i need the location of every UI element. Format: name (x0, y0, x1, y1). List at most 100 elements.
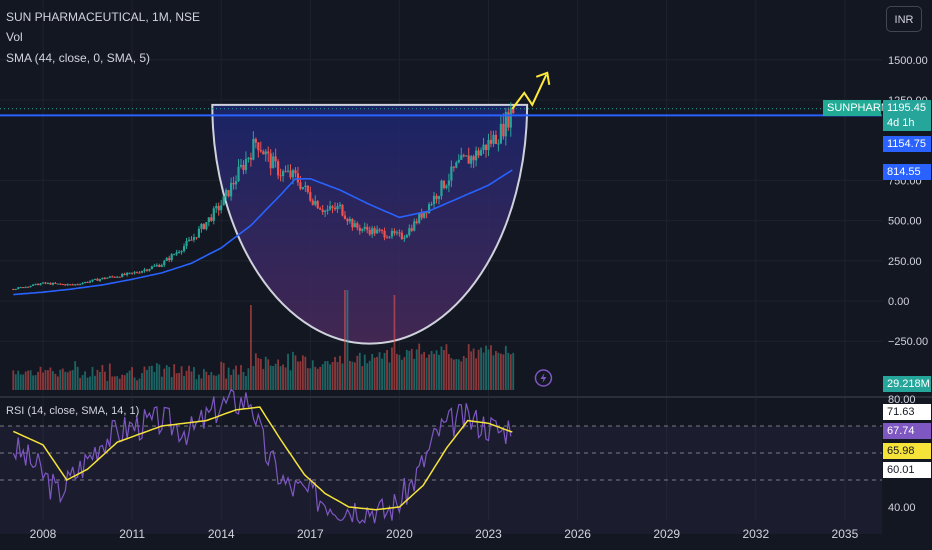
volume-bar (183, 375, 185, 390)
candle-body (108, 276, 111, 278)
volume-bar (210, 371, 213, 390)
time-axis-label: 2032 (742, 527, 769, 541)
volume-bar (405, 349, 408, 390)
candle-body (227, 190, 230, 197)
volume-bar (165, 365, 168, 390)
candle-body (497, 143, 500, 145)
volume-bar (509, 354, 512, 390)
candle-body (175, 252, 178, 255)
volume-bar (94, 375, 96, 390)
volume-bar (452, 359, 455, 390)
candle-body (477, 150, 480, 156)
volume-bar (155, 363, 158, 390)
volume-bar (22, 374, 25, 390)
candle-body (336, 206, 339, 210)
candle-body (237, 166, 240, 182)
candle-body (358, 227, 361, 231)
candle-body (301, 187, 304, 189)
volume-bar (19, 374, 22, 390)
volume-bar (202, 369, 205, 390)
candle-body (83, 281, 87, 283)
volume-bar (269, 365, 272, 390)
volume-bar (79, 377, 82, 390)
volume-legend[interactable]: Vol (6, 30, 23, 44)
volume-bar (480, 347, 482, 390)
candle-body (383, 230, 386, 238)
volume-bar (52, 371, 54, 390)
candle-body (353, 223, 356, 228)
candle-body (410, 228, 413, 231)
candle-body (418, 213, 421, 223)
candle-body (101, 277, 104, 280)
volume-bar (264, 356, 267, 390)
volume-bar (175, 373, 178, 390)
volume-bar (272, 365, 275, 390)
candle-body (348, 219, 351, 222)
time-axis-label: 2011 (119, 527, 145, 541)
currency-button[interactable]: INR (886, 6, 922, 32)
volume-bar (74, 361, 77, 390)
volume-bar (188, 365, 190, 390)
sma-legend[interactable]: SMA (44, close, 0, SMA, 5) (6, 51, 151, 65)
volume-bar (71, 370, 74, 390)
candle-body (74, 284, 77, 286)
volume-bar (331, 362, 334, 390)
candle-body (366, 226, 369, 230)
volume-bar (457, 359, 460, 390)
candle-body (24, 286, 27, 288)
volume-bar (185, 370, 188, 390)
volume-bar (435, 350, 438, 390)
rsi-legend[interactable]: RSI (14, close, SMA, 14, 1) (6, 405, 140, 417)
candle-body (361, 228, 364, 231)
candle-body (126, 272, 129, 275)
volume-bar (413, 358, 416, 390)
candle-body (36, 283, 40, 286)
volume-bar (42, 372, 44, 390)
volume-bar (334, 357, 336, 390)
candle-body (395, 232, 399, 234)
candle-body (103, 277, 106, 279)
time-axis-label: 2035 (832, 527, 859, 541)
candle-body (93, 278, 97, 280)
volume-bar (118, 378, 121, 390)
candle-body (145, 269, 149, 271)
rsi-axis-tick: 80.00 (888, 394, 916, 406)
time-axis-label: 2014 (208, 527, 235, 541)
volume-bar (250, 305, 252, 390)
candle-body (403, 237, 406, 239)
volume-bar (297, 361, 299, 390)
candle-body (140, 270, 144, 273)
volume-bar (492, 355, 495, 390)
candle-body (39, 283, 42, 286)
candle-body (311, 200, 314, 205)
candle-body (415, 221, 418, 223)
symbol-legend[interactable]: SUN PHARMACEUTICAL, 1M, NSE (6, 10, 201, 24)
candle-body (69, 284, 72, 286)
candle-body (398, 232, 401, 234)
volume-bar (497, 352, 500, 390)
rsi-pane (0, 388, 882, 534)
volume-bar (299, 361, 302, 390)
candle-body (239, 164, 243, 167)
price-axis-tick: 500.00 (888, 216, 922, 228)
candle-body (388, 236, 391, 238)
candle-body (272, 156, 275, 169)
volume-bar (472, 348, 475, 390)
candle-body (215, 205, 218, 209)
lightning-icon[interactable] (534, 369, 553, 387)
volume-bar (363, 354, 366, 390)
volume-bar (311, 360, 314, 390)
candle-body (281, 171, 285, 177)
volume-bar (89, 376, 91, 390)
candle-body (207, 217, 210, 223)
candle-body (363, 226, 366, 229)
candle-body (341, 204, 344, 216)
volume-bar (400, 359, 403, 390)
candle-body (86, 281, 89, 283)
volume-bar (101, 364, 104, 390)
volume-bar (24, 371, 27, 390)
volume-bar (205, 371, 208, 390)
volume-bar (126, 372, 129, 390)
volume-bar (321, 364, 324, 390)
